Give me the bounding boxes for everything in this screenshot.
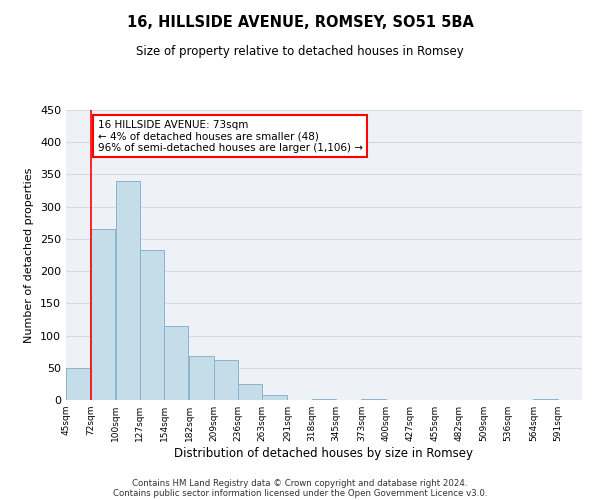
Bar xyxy=(238,384,262,400)
Bar xyxy=(312,398,336,400)
Bar xyxy=(190,356,214,400)
Y-axis label: Number of detached properties: Number of detached properties xyxy=(25,168,34,342)
Bar xyxy=(214,360,238,400)
Text: Size of property relative to detached houses in Romsey: Size of property relative to detached ho… xyxy=(136,45,464,58)
Bar xyxy=(164,326,188,400)
Bar xyxy=(91,229,115,400)
Text: 16, HILLSIDE AVENUE, ROMSEY, SO51 5BA: 16, HILLSIDE AVENUE, ROMSEY, SO51 5BA xyxy=(127,15,473,30)
Bar xyxy=(140,250,164,400)
Text: 16 HILLSIDE AVENUE: 73sqm
← 4% of detached houses are smaller (48)
96% of semi-d: 16 HILLSIDE AVENUE: 73sqm ← 4% of detach… xyxy=(98,120,362,153)
X-axis label: Distribution of detached houses by size in Romsey: Distribution of detached houses by size … xyxy=(175,447,473,460)
Bar xyxy=(116,181,140,400)
Text: Contains public sector information licensed under the Open Government Licence v3: Contains public sector information licen… xyxy=(113,488,487,498)
Bar xyxy=(533,398,557,400)
Text: Contains HM Land Registry data © Crown copyright and database right 2024.: Contains HM Land Registry data © Crown c… xyxy=(132,478,468,488)
Bar xyxy=(66,368,91,400)
Bar xyxy=(262,396,287,400)
